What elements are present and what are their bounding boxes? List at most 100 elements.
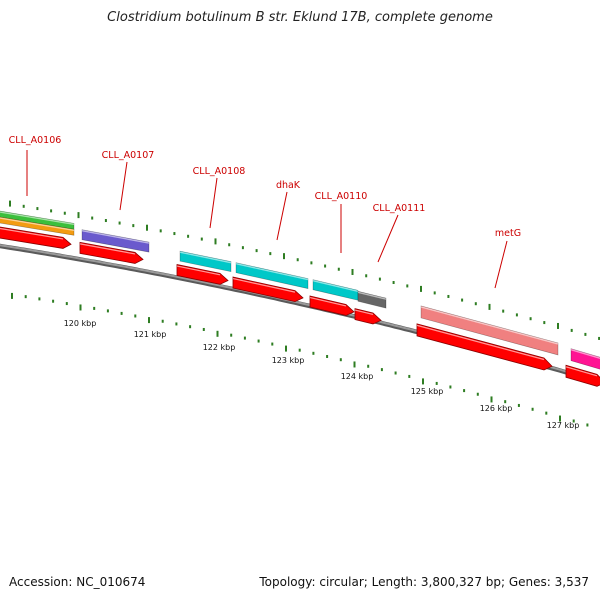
outer-tick (474, 302, 477, 306)
cds-arrow (565, 364, 600, 387)
outer-tick (132, 224, 135, 228)
inner-tick (285, 345, 287, 352)
outer-tick (529, 317, 532, 321)
outer-tick (557, 322, 559, 329)
cds-arrow-shine (79, 243, 136, 255)
inner-tick (79, 304, 82, 311)
gene-bar-purple-shine (81, 230, 150, 244)
gene-bar-cyan-3-shine (312, 280, 359, 292)
gene-label-cll-a0111: CLL_A0111 (373, 203, 426, 214)
label-layer: 120 kbp 121 kbp 122 kbp 123 kbp 124 kbp 125 k… (9, 135, 580, 430)
scale-label-120-kbp: 120 kbp (64, 319, 97, 328)
gene-label-leader (494, 240, 508, 289)
outer-tick (22, 204, 25, 208)
gene-label-leader (119, 161, 128, 211)
cds-arrow (416, 323, 553, 371)
outer-tick (310, 261, 313, 265)
outer-tick (502, 309, 505, 313)
inner-tick (367, 364, 370, 368)
outer-tick (173, 232, 176, 236)
inner-tick (339, 358, 342, 362)
gene-label-leader (209, 177, 218, 229)
outer-tick (337, 267, 340, 271)
scale-label-121-kbp: 121 kbp (134, 330, 167, 339)
outer-tick (324, 264, 327, 268)
gene-bar-orange-shine (0, 217, 75, 232)
inner-tick (312, 351, 315, 355)
inner-tick (380, 368, 383, 372)
inner-tick (394, 371, 397, 375)
gene-label-cll-a0110: CLL_A0110 (315, 191, 368, 202)
genome-summary-text: Topology: circular; Length: 3,800,327 bp… (259, 575, 589, 589)
inner-tick (476, 392, 479, 396)
outer-tick (187, 234, 190, 238)
outer-tick (214, 238, 217, 245)
outer-tick (283, 253, 285, 260)
inner-tick (11, 292, 13, 299)
inner-tick (353, 361, 356, 368)
gene-bar-gray-shine (357, 291, 387, 300)
cds-arrow-shine (354, 309, 374, 316)
outer-tick (351, 268, 354, 275)
gene-label-metg: metG (495, 228, 521, 239)
inner-tick (230, 333, 233, 337)
scale-label-124-kbp: 124 kbp (341, 372, 374, 381)
cds-arrow-shine (0, 227, 64, 240)
cds-arrow (79, 241, 144, 264)
inner-tick (422, 378, 424, 385)
outer-tick (570, 328, 573, 332)
outer-tick (296, 258, 299, 262)
inner-tick (38, 297, 41, 301)
outer-tick (269, 252, 272, 256)
cds-arrow (232, 276, 304, 303)
cds-arrow-shine (416, 324, 545, 361)
cds-arrow (176, 264, 229, 285)
inner-tick (134, 314, 137, 318)
gene-label-cll-a0107: CLL_A0107 (102, 150, 155, 161)
inner-tick (586, 423, 589, 427)
gene-bar-cyan-1 (179, 250, 232, 273)
inner-tick (531, 407, 534, 411)
outer-tick (36, 207, 39, 211)
outer-tick (228, 243, 231, 247)
outer-tick (104, 219, 107, 223)
gene-bar-gray (357, 290, 387, 309)
inner-tick (175, 322, 178, 326)
outer-tick (159, 229, 162, 233)
inner-tick (408, 374, 411, 378)
outer-tick (50, 209, 53, 213)
gene-bar-magenta (570, 348, 600, 370)
outer-tick (77, 212, 80, 219)
outer-tick (365, 274, 368, 278)
inner-tick (24, 295, 27, 299)
gene-bar-cyan-1-shine (179, 251, 232, 264)
gene-bar-purple (81, 229, 150, 253)
inner-tick (298, 348, 301, 352)
scale-label-122-kbp: 122 kbp (203, 343, 236, 352)
cds-arrow-shine (565, 366, 598, 377)
cds-arrow (354, 308, 382, 325)
feature-layer (0, 210, 600, 387)
outer-tick (433, 291, 436, 295)
gene-bar-salmon (420, 305, 559, 356)
outer-tick (118, 221, 121, 225)
scale-label-127-kbp: 127 kbp (547, 421, 580, 430)
inner-tick (517, 403, 520, 407)
inner-tick (504, 400, 507, 404)
inner-tick (490, 396, 493, 403)
inner-tick (271, 342, 274, 346)
outer-tick (9, 200, 11, 207)
gene-bar-cyan-2 (235, 262, 309, 289)
inner-tick (243, 336, 246, 340)
outer-tick (200, 237, 203, 241)
inner-tick (545, 411, 548, 415)
outer-tick (461, 298, 464, 302)
gene-bar-salmon-shine (420, 306, 559, 345)
accession-text: Accession: NC_010674 (9, 575, 146, 589)
outer-tick (63, 211, 66, 215)
outer-tick (406, 284, 409, 288)
inner-tick (161, 319, 164, 323)
gene-bar-cyan-2-shine (235, 263, 309, 281)
inner-tick (202, 327, 205, 331)
